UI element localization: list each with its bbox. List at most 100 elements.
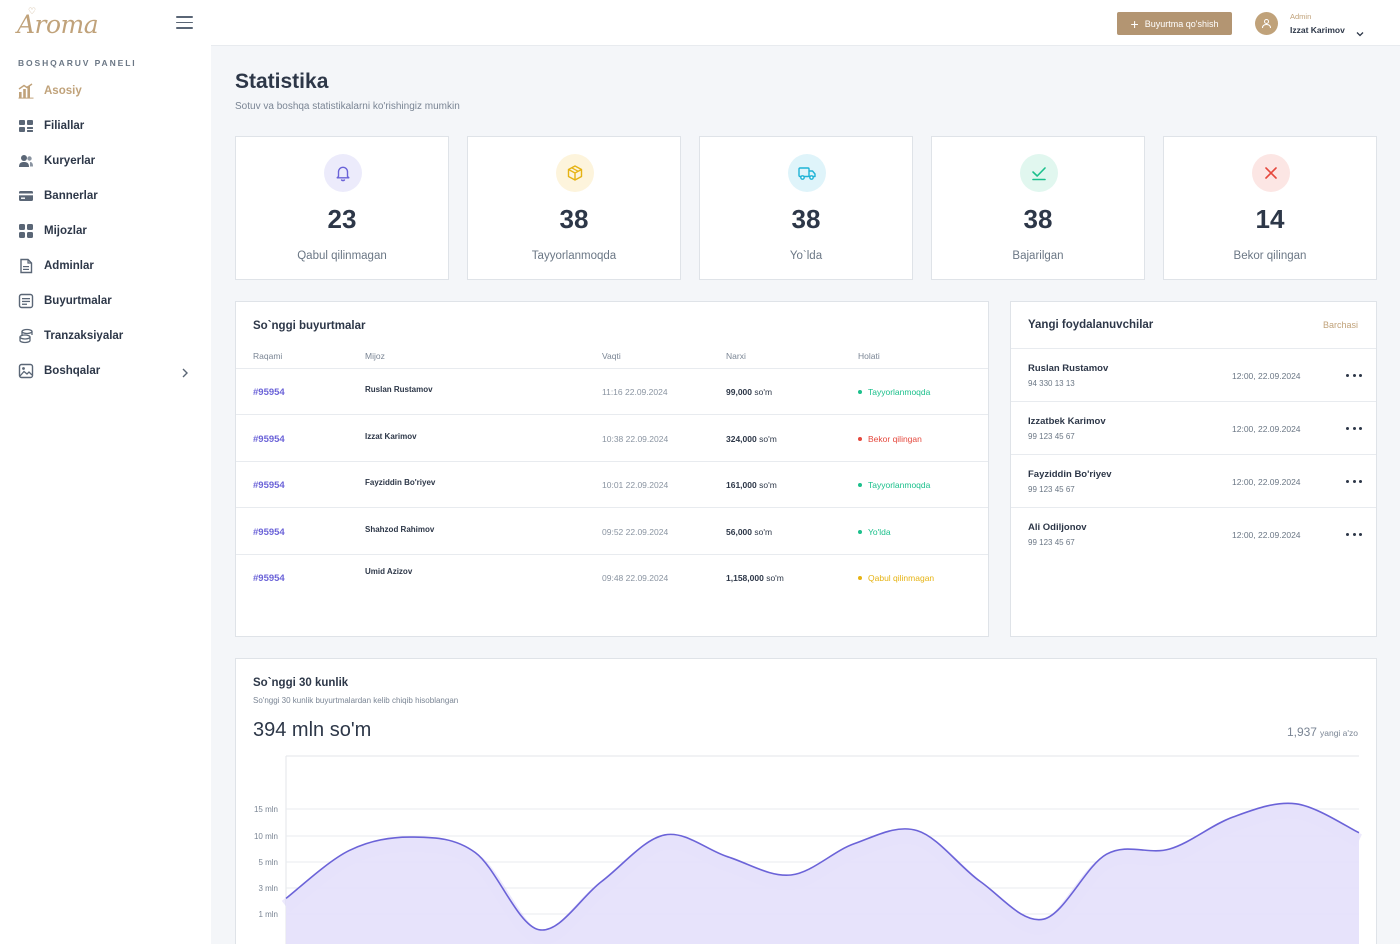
stat-value: 38 xyxy=(559,204,589,234)
y-tick-label: 15 mln xyxy=(254,805,278,814)
sidebar-item-label: Tranzaksiyalar xyxy=(44,329,124,342)
sidebar-item-buyurtmalar[interactable]: Buyurtmalar xyxy=(0,283,211,318)
sidebar-section-title: BOSHQARUV PANELI xyxy=(18,58,137,68)
order-price: 324,000 so'm xyxy=(726,434,777,444)
order-price: 99,000 so'm xyxy=(726,387,773,397)
menu-toggle-icon[interactable] xyxy=(176,16,193,29)
stat-card-on-the-way[interactable]: 38 Yo`lda xyxy=(699,136,913,280)
recent-orders-title: So`nggi buyurtmalar xyxy=(253,320,366,332)
users-header-divider xyxy=(1011,348,1376,349)
order-time: 09:52 22.09.2024 xyxy=(602,527,669,537)
sidebar-item-bannerlar[interactable]: Bannerlar xyxy=(0,178,211,213)
sidebar-item-asosiy[interactable]: Asosiy xyxy=(0,73,211,108)
new-users-title: Yangi foydalanuvchilar xyxy=(1028,319,1154,331)
sidebar-item-mijozlar[interactable]: Mijozlar xyxy=(0,213,211,248)
list-icon xyxy=(18,293,34,309)
truck-icon xyxy=(788,154,826,192)
user-list-phone: 99 123 45 67 xyxy=(1028,432,1075,441)
user-list-name: Izzatbek Karimov xyxy=(1028,416,1106,427)
more-options-icon[interactable] xyxy=(1346,529,1362,539)
order-status: Yo'lda xyxy=(858,527,891,537)
document-icon xyxy=(18,258,34,274)
list-item[interactable]: Ruslan Rustamov 94 330 13 13 12:00, 22.0… xyxy=(1011,349,1376,402)
more-options-icon[interactable] xyxy=(1346,423,1362,433)
user-name: Izzat Karimov xyxy=(1290,25,1345,35)
chart-card-title: So`nggi 30 kunlik xyxy=(253,677,349,689)
page-subtitle: Sotuv va boshqa statistikalarni ko'rishi… xyxy=(235,101,460,112)
status-dot xyxy=(858,483,862,487)
users-icon xyxy=(18,153,34,169)
user-list-time: 12:00, 22.09.2024 xyxy=(1232,424,1301,434)
recent-orders-card: So`nggi buyurtmalar Raqami Mijoz Vaqti N… xyxy=(235,301,989,637)
user-list-time: 12:00, 22.09.2024 xyxy=(1232,477,1301,487)
more-options-icon[interactable] xyxy=(1346,476,1362,486)
sidebar-item-adminlar[interactable]: Adminlar xyxy=(0,248,211,283)
order-time: 10:01 22.09.2024 xyxy=(602,480,669,490)
status-dot xyxy=(858,437,862,441)
avatar[interactable] xyxy=(1255,12,1278,35)
order-id-link[interactable]: #95954 xyxy=(253,387,285,398)
column-header-number: Raqami xyxy=(253,351,283,361)
user-list-name: Fayziddin Bo'riyev xyxy=(1028,469,1112,480)
sidebar-item-tranzaksiyalar[interactable]: Tranzaksiyalar xyxy=(0,318,211,353)
list-item[interactable]: Ali Odiljonov 99 123 45 67 12:00, 22.09.… xyxy=(1011,508,1376,561)
app-logo[interactable]: Aroma xyxy=(17,10,99,39)
stat-card-preparing[interactable]: 38 Tayyorlanmoqda xyxy=(467,136,681,280)
table-row[interactable]: #95954 Umid Azizov 09:48 22.09.2024 1,15… xyxy=(236,555,988,601)
column-header-status: Holati xyxy=(858,351,880,361)
sidebar-nav: Asosiy Filiallar Kuryerlar Bannerlar Mij… xyxy=(0,73,211,388)
revenue-total: 394 mln so'm xyxy=(253,719,372,741)
table-row[interactable]: #95954 Shahzod Rahimov 09:52 22.09.2024 … xyxy=(236,509,988,555)
sidebar-item-label: Adminlar xyxy=(44,259,94,272)
table-row[interactable]: #95954 Izzat Karimov 10:38 22.09.2024 32… xyxy=(236,416,988,462)
stat-card-not-accepted[interactable]: 23 Qabul qilinmagan xyxy=(235,136,449,280)
add-order-button[interactable]: + Buyurtma qo'shish xyxy=(1117,12,1232,35)
column-header-price: Narxi xyxy=(726,351,746,361)
order-client: Umid Azizov xyxy=(365,567,413,576)
table-row[interactable]: #95954 Ruslan Rustamov 11:16 22.09.2024 … xyxy=(236,369,988,415)
stat-value: 38 xyxy=(1023,204,1053,234)
sidebar-item-label: Boshqalar xyxy=(44,364,101,377)
order-id-link[interactable]: #95954 xyxy=(253,573,285,584)
order-price: 56,000 so'm xyxy=(726,527,773,537)
sidebar-item-boshqalar[interactable]: Boshqalar xyxy=(0,353,211,388)
sidebar-item-filiallar[interactable]: Filiallar xyxy=(0,108,211,143)
order-time: 11:16 22.09.2024 xyxy=(602,387,668,397)
y-tick-label: 3 mln xyxy=(258,884,278,893)
order-time: 09:48 22.09.2024 xyxy=(602,573,669,583)
stat-card-completed[interactable]: 38 Bajarilgan xyxy=(931,136,1145,280)
top-header: + Buyurtma qo'shish Admin Izzat Karimov xyxy=(211,0,1400,46)
sidebar-item-label: Kuryerlar xyxy=(44,154,96,167)
new-members-count: 1,937 yangi a'zo xyxy=(1286,725,1358,739)
order-id-link[interactable]: #95954 xyxy=(253,434,285,445)
user-list-name: Ali Odiljonov xyxy=(1028,522,1087,533)
chart-card-subtitle: So'nggi 30 kunlik buyurtmalardan kelib c… xyxy=(253,696,459,705)
user-list-time: 12:00, 22.09.2024 xyxy=(1232,530,1301,540)
stat-value: 14 xyxy=(1255,204,1285,234)
last-30-days-card: So`nggi 30 kunlik So'nggi 30 kunlik buyu… xyxy=(235,658,1377,944)
list-item[interactable]: Fayziddin Bo'riyev 99 123 45 67 12:00, 2… xyxy=(1011,455,1376,508)
stat-card-cancelled[interactable]: 14 Bekor qilingan xyxy=(1163,136,1377,280)
order-price: 161,000 so'm xyxy=(726,480,777,490)
table-row[interactable]: #95954 Fayziddin Bo'riyev 10:01 22.09.20… xyxy=(236,462,988,508)
chevron-down-icon[interactable] xyxy=(1356,24,1364,42)
stat-label: Yo`lda xyxy=(789,250,823,262)
sidebar-item-kuryerlar[interactable]: Kuryerlar xyxy=(0,143,211,178)
more-options-icon[interactable] xyxy=(1346,370,1362,380)
see-all-link[interactable]: Barchasi xyxy=(1323,320,1359,330)
sidebar-item-label: Mijozlar xyxy=(44,224,87,237)
list-item[interactable]: Izzatbek Karimov 99 123 45 67 12:00, 22.… xyxy=(1011,402,1376,455)
sidebar-item-label: Filiallar xyxy=(44,119,85,132)
logo-heart-icon: ♡ xyxy=(28,6,37,16)
order-time: 10:38 22.09.2024 xyxy=(602,434,669,444)
stat-label: Bekor qilingan xyxy=(1233,250,1307,262)
close-icon xyxy=(1252,154,1290,192)
card-icon xyxy=(18,188,34,204)
status-dot xyxy=(858,576,862,580)
order-id-link[interactable]: #95954 xyxy=(253,480,285,491)
y-tick-label: 1 mln xyxy=(258,910,278,919)
series-line xyxy=(285,802,1360,931)
order-id-link[interactable]: #95954 xyxy=(253,527,285,538)
grid-icon xyxy=(18,118,34,134)
chart-bars-icon xyxy=(18,82,34,99)
